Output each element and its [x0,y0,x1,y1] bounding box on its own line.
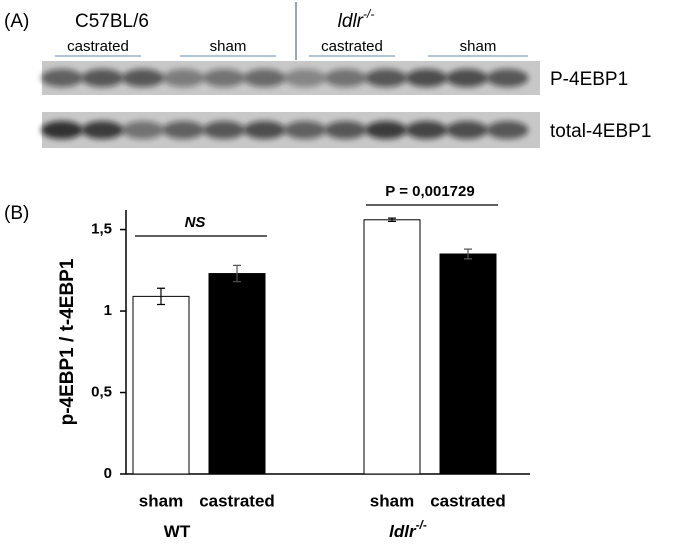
blot-band [486,121,529,139]
group-label: sham [210,38,247,55]
panel-label: (B) [4,203,29,224]
row-label: total-4EBP1 [550,121,651,142]
blot-band [324,69,367,87]
annotation: NS [185,214,206,231]
x-tick-label: sham [370,491,414,510]
blot-band [41,69,83,87]
error-bar [157,287,165,306]
x-tick-label: castrated [430,491,506,510]
blot-band [81,69,124,87]
y-tick-label: 0,5 [91,383,112,400]
group-label-sup: -/- [416,518,427,532]
blot-band [243,121,286,139]
blot-band [446,121,488,139]
group-label-text: ldlr [389,522,417,541]
y-tick-label: 0 [104,465,112,482]
bar [363,219,421,475]
blot-band [446,69,488,87]
group-label-text: WT [164,522,191,541]
panel-label: (A) [4,11,29,32]
blot-band [162,69,205,87]
group-label: castrated [321,38,383,55]
strain-label-sup: -/- [363,7,374,21]
blot-band [41,121,83,139]
x-tick-label: sham [139,491,183,510]
group-label: WT [164,522,191,541]
blot-band [162,121,205,139]
blot-band [324,121,367,139]
bar [132,295,190,475]
blot-band [122,121,164,139]
blot-band [81,121,124,139]
strain-label-text: ldlr [338,11,364,32]
blot-band [365,69,407,87]
error-bar [388,217,396,223]
strain-label: ldlr-/- [338,7,375,32]
y-tick-label: 1 [104,302,112,319]
blot-band [365,121,407,139]
group-label: sham [460,38,497,55]
blot-band [122,69,164,87]
y-tick-label: 1,5 [91,221,112,238]
bar [208,273,266,475]
blot-band [243,69,286,87]
x-tick-label: castrated [199,491,275,510]
blot [41,61,540,148]
annotation: P = 0,001729 [385,183,474,200]
strain-label: C57BL/6 [75,11,149,32]
blot-band [203,69,245,87]
row-label: P-4EBP1 [550,69,628,90]
blot-band [284,69,326,87]
error-bar [464,248,472,260]
blot-band [405,69,448,87]
strain-label-text: C57BL/6 [75,11,149,32]
y-axis-label: p-4EBP1 / t-4EBP1 [57,258,78,425]
group-label: ldlr-/- [389,518,427,541]
bar [439,253,497,475]
blot-band [203,121,245,139]
group-label: castrated [67,38,129,55]
blot-band [405,121,448,139]
error-bar [233,264,241,283]
blot-band [284,121,326,139]
blot-band [486,69,529,87]
